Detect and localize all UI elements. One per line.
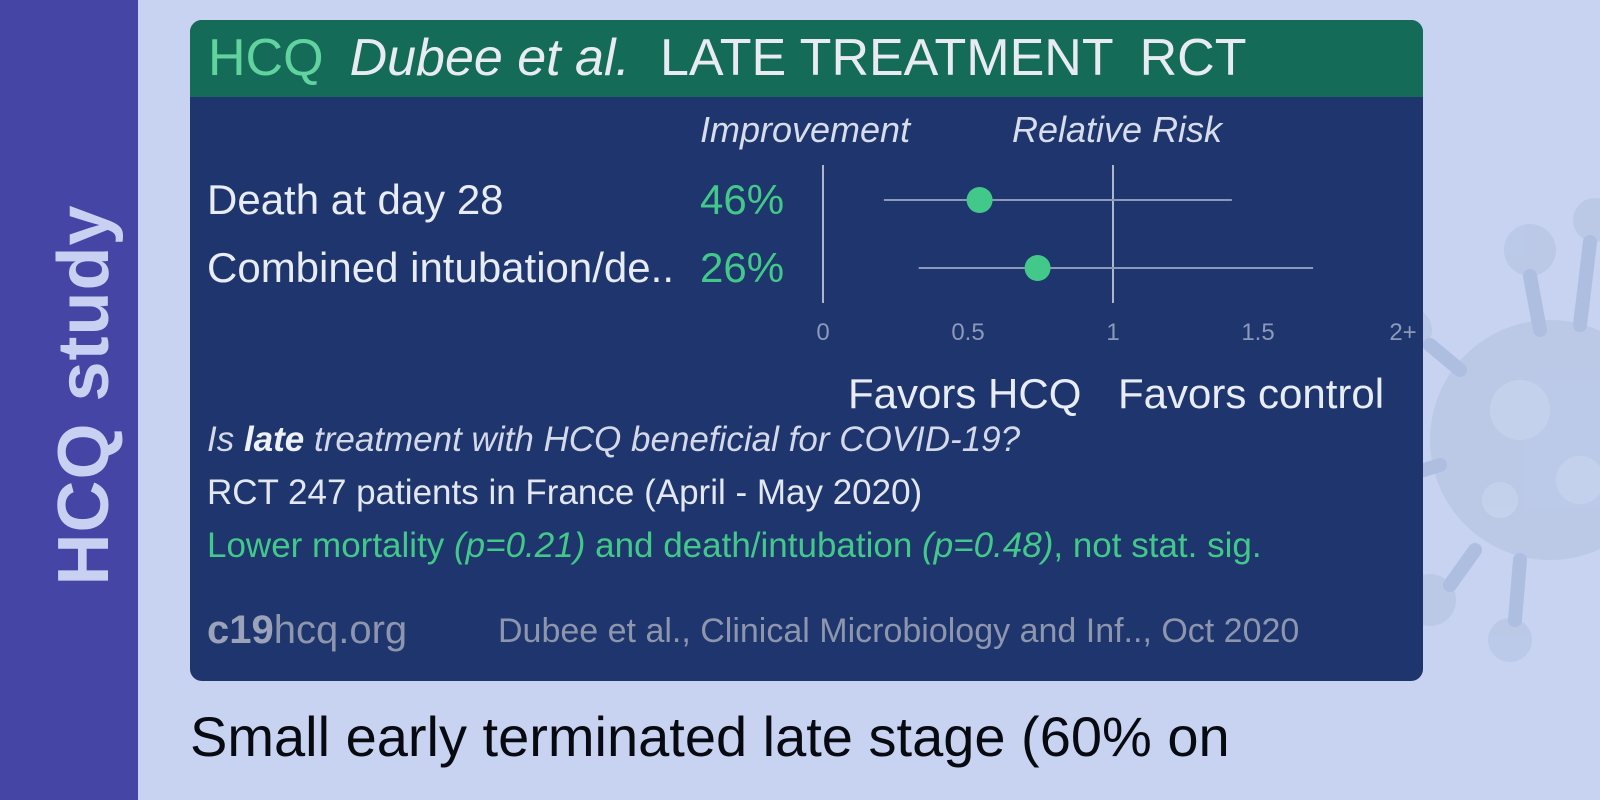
- forest-plot: Improvement Relative Risk Death at day 2…: [207, 109, 1417, 417]
- improvement-value: 26%: [700, 244, 784, 291]
- point-estimate: [966, 187, 993, 213]
- outcome-label: Combined intubation/de..: [207, 244, 674, 291]
- x-tick-label: 0: [816, 319, 829, 346]
- header-stage: LATE TREATMENT: [659, 29, 1114, 87]
- study-conclusion: Lower mortality (p=0.21) and death/intub…: [207, 526, 1262, 566]
- p-value-mortality: (p=0.21): [454, 526, 586, 565]
- site-name: c19hcq.org: [207, 608, 407, 653]
- favors-control-label: Favors control: [1118, 370, 1384, 417]
- favors-hcq-label: Favors HCQ: [848, 370, 1081, 417]
- x-tick-label: 1: [1106, 319, 1119, 346]
- sidebar-band: [0, 0, 138, 800]
- site-name-rest: hcq.org: [273, 608, 408, 652]
- question-suffix: treatment with HCQ beneficial for COVID-…: [304, 420, 1021, 459]
- caption-line-1: Small early terminated late stage (60% o…: [190, 705, 1230, 768]
- x-tick-label: 0.5: [951, 319, 984, 346]
- question-prefix: Is: [207, 420, 244, 459]
- conclusion-part-2: and death/intubation: [585, 526, 923, 565]
- point-estimate: [1024, 255, 1051, 281]
- study-details: RCT 247 patients in France (April - May …: [207, 473, 923, 512]
- card-header: HCQ Dubee et al. LATE TREATMENT RCT: [190, 20, 1423, 97]
- study-card: HCQ Dubee et al. LATE TREATMENT RCT Improve…: [190, 20, 1423, 681]
- site-name-bold: c19: [207, 608, 274, 652]
- p-value-intubation: (p=0.48): [922, 526, 1054, 565]
- x-tick-label: 1.5: [1241, 319, 1274, 346]
- study-question: Is late treatment with HCQ beneficial fo…: [207, 420, 1020, 460]
- question-emphasis: late: [243, 420, 305, 459]
- improvement-value: 46%: [700, 176, 784, 223]
- header-study-type: RCT: [1139, 29, 1247, 87]
- relative-risk-column-header: Relative Risk: [1012, 109, 1224, 150]
- conclusion-part-3: , not stat. sig.: [1053, 526, 1262, 565]
- outcome-label: Death at day 28: [207, 176, 504, 223]
- sidebar-title: HCQ study: [44, 204, 124, 586]
- header-author: Dubee et al.: [349, 29, 630, 87]
- citation: Dubee et al., Clinical Microbiology and …: [498, 612, 1300, 650]
- x-tick-label: 2+: [1389, 319, 1416, 346]
- header-drug: HCQ: [208, 29, 324, 87]
- bottom-caption: Small early terminated late stage (60% o…: [190, 706, 1230, 768]
- improvement-column-header: Improvement: [700, 109, 912, 150]
- conclusion-part-1: Lower mortality: [207, 526, 455, 565]
